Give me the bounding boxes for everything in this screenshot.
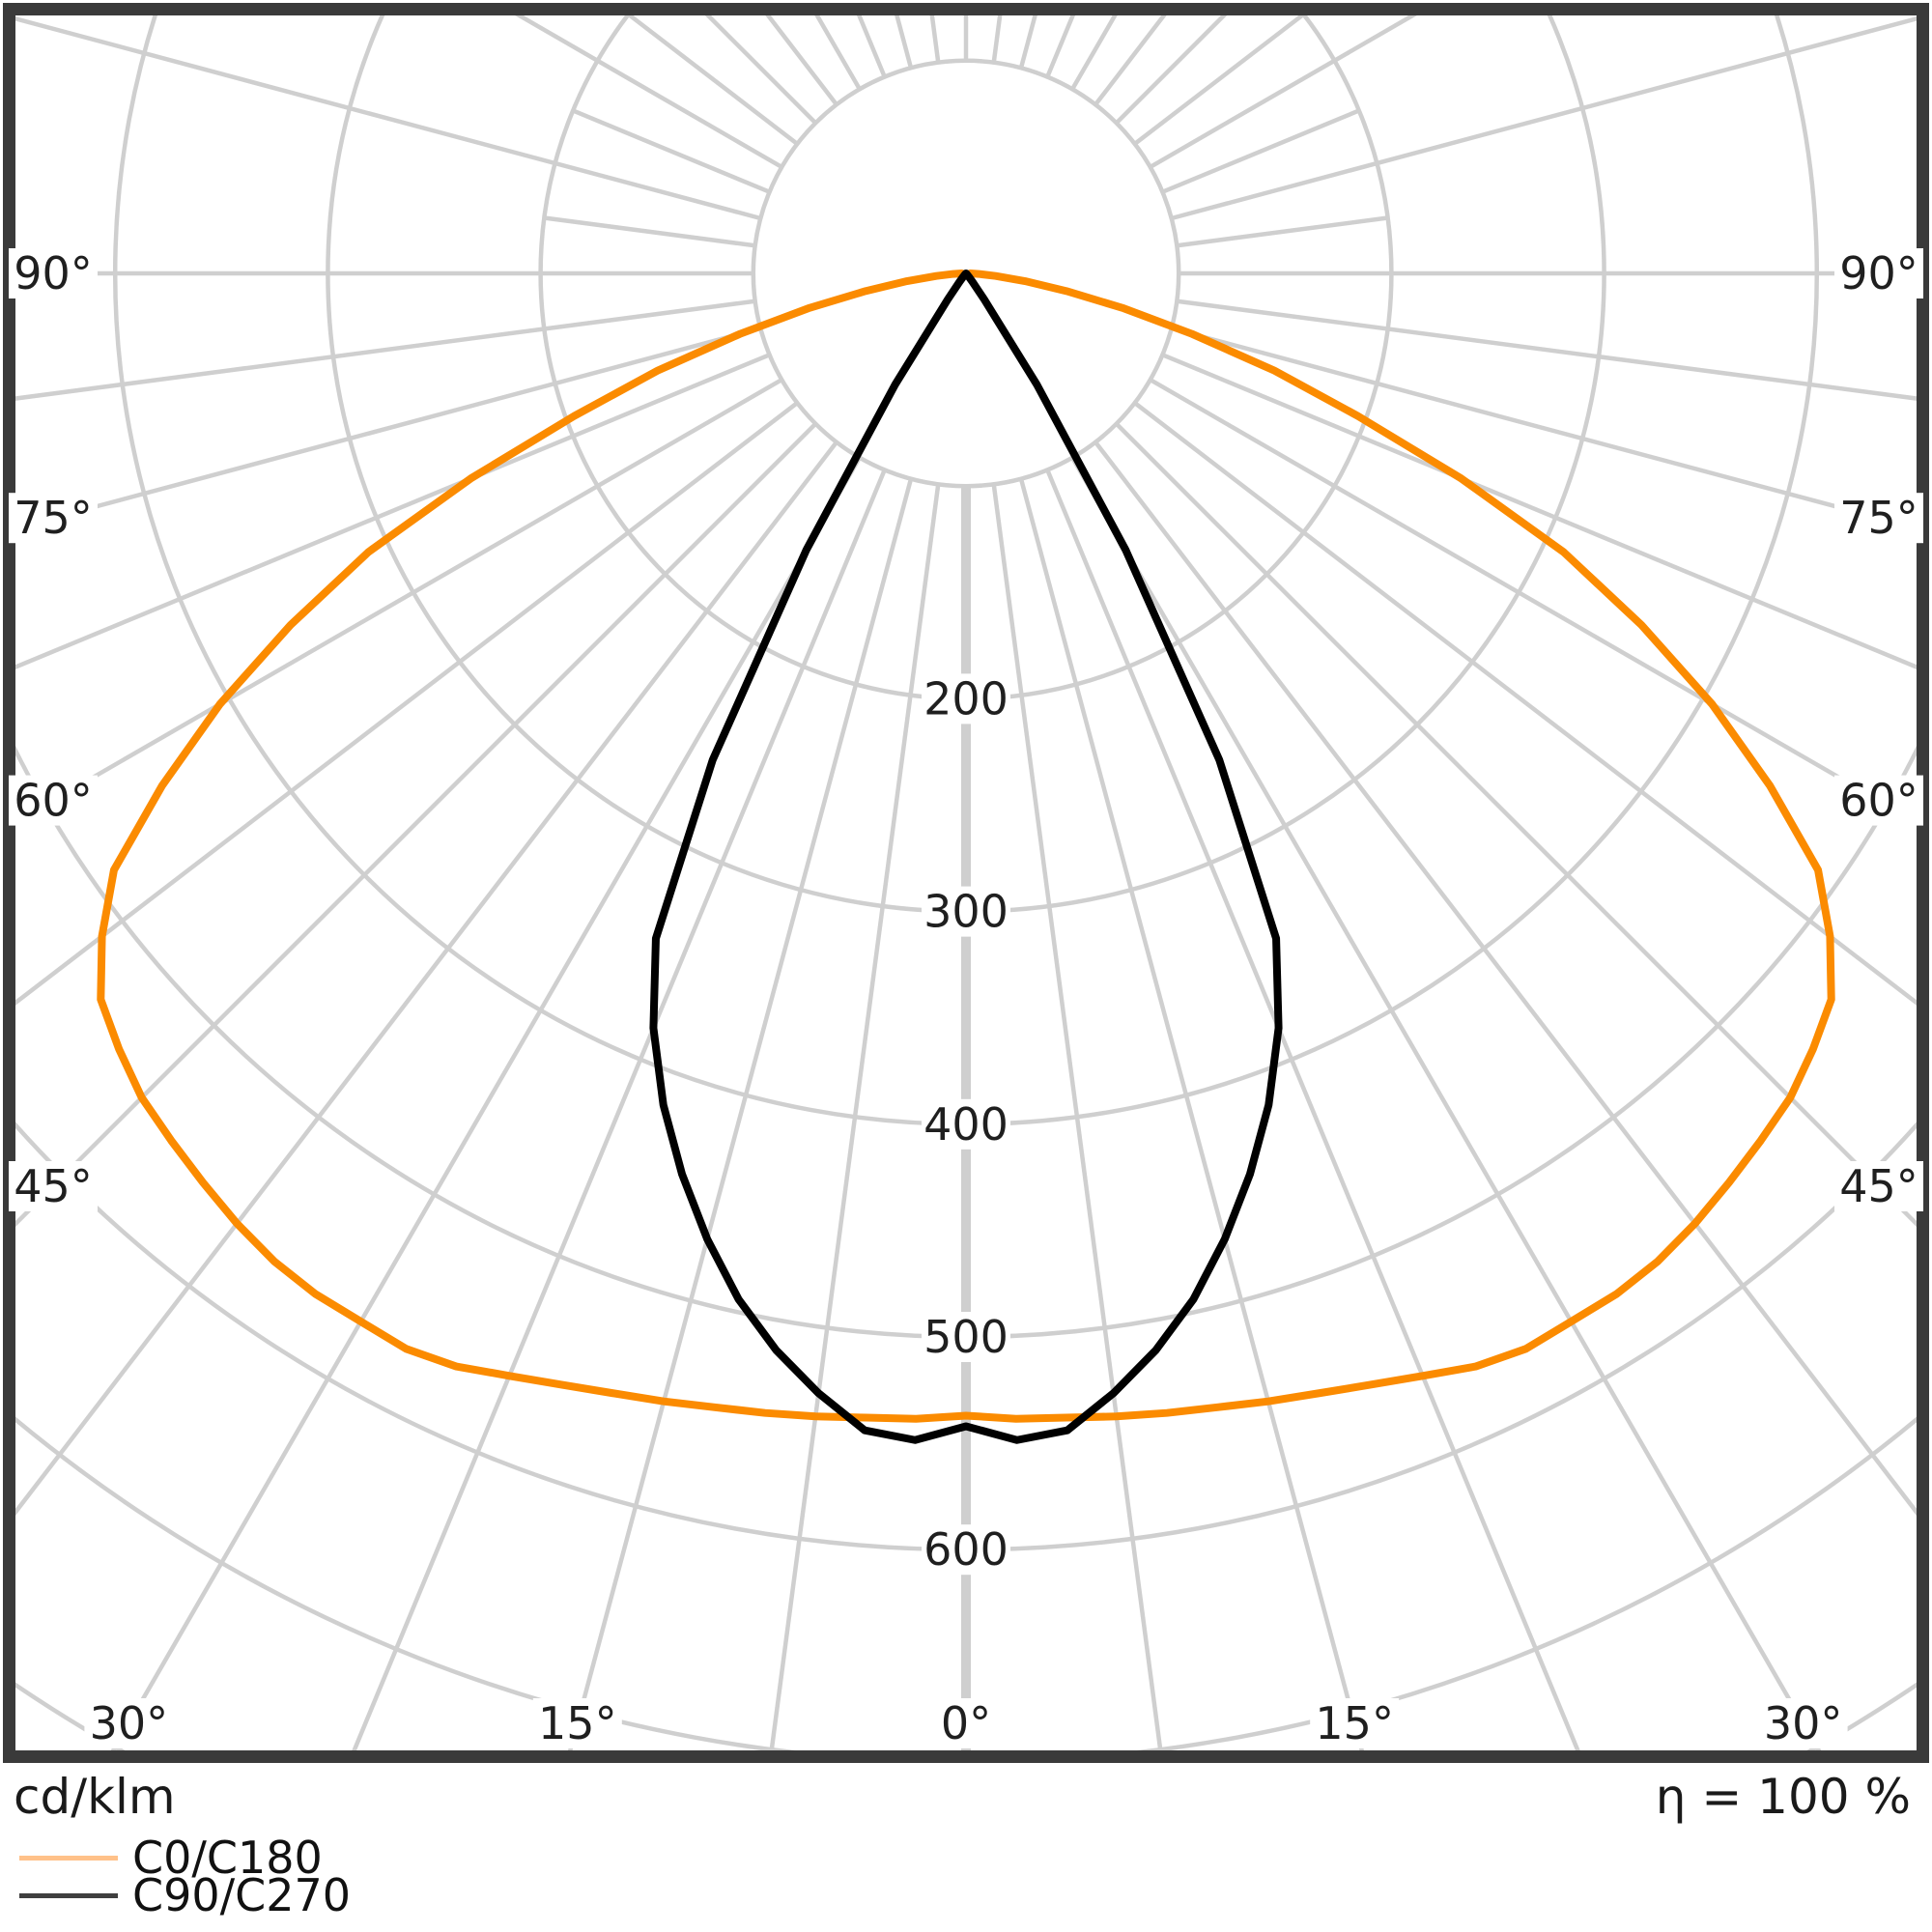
legend-item-c90-c270: C90/C270: [19, 1869, 351, 1921]
angle-tick-label-right-bg: [1834, 493, 1923, 544]
grid-ray: [1171, 326, 1917, 530]
grid-ray: [1177, 298, 1917, 401]
angle-tick-label-right-bg: [1834, 248, 1923, 298]
legend-label-c0: C0/C180: [132, 1832, 323, 1884]
radial-tick-label-bg: [922, 673, 1010, 724]
grid-ray: [929, 15, 941, 63]
grid-ray: [1133, 401, 1917, 1006]
intensity-curves: [97, 270, 1835, 1444]
radial-tick-label-bg: [922, 1098, 1010, 1150]
angle-tick-label-left-bg: [9, 775, 98, 826]
grid-ray: [1070, 456, 1822, 1750]
angle-tick-label-left-bg: [9, 1161, 98, 1211]
grid-ray: [627, 15, 799, 146]
grid-ray: [991, 15, 1003, 63]
grid-ray: [1045, 15, 1076, 78]
angle-tick-label-bottom: 30°: [90, 1697, 169, 1749]
grid-ray: [765, 15, 838, 106]
angle-tick-label-bottom: 30°: [1764, 1697, 1843, 1749]
angle-tick-label-bottom: 15°: [538, 1697, 617, 1749]
grid-ray: [572, 108, 771, 194]
angle-tick-label-right-bg: [1834, 775, 1923, 826]
intensity-curve-c0-c180: [97, 270, 1835, 1423]
grid-ray: [1133, 15, 1305, 146]
grid-ray: [15, 422, 817, 1228]
grid-ray: [1094, 15, 1167, 106]
grid-ray: [515, 15, 783, 169]
angle-tick-label-right: 90°: [1839, 247, 1918, 299]
grid-ray: [352, 469, 887, 1750]
angle-tick-label-right: 45°: [1839, 1160, 1918, 1212]
grid-ray: [1094, 440, 1917, 1517]
legend-label-c90: C90/C270: [132, 1869, 352, 1921]
angle-tick-label-bottom-bg: [1310, 1698, 1400, 1748]
angle-tick-label-bottom: 15°: [1315, 1697, 1394, 1749]
grid-ray: [544, 215, 755, 248]
angle-tick-label-bottom-bg: [934, 1698, 998, 1748]
angle-tick-label-bottom-bg: [84, 1698, 174, 1748]
angle-tick-label-left-bg: [9, 248, 98, 298]
radial-tick-label: 300: [923, 886, 1009, 938]
grid-ray: [1149, 15, 1417, 169]
angle-tick-label-left: 45°: [14, 1160, 93, 1212]
legend-line-swatch-c90: [19, 1892, 118, 1898]
radial-tick-label: 200: [923, 672, 1009, 724]
radial-tick-label: 400: [923, 1098, 1009, 1151]
grid-ray: [15, 326, 761, 530]
angle-tick-label-right: 75°: [1839, 492, 1918, 544]
grid-ray: [1177, 215, 1388, 248]
grid-ray: [769, 484, 941, 1750]
grid-ray: [567, 478, 914, 1750]
radial-tick-label: 600: [923, 1523, 1009, 1576]
angle-tick-label-bottom-bg: [532, 1698, 622, 1748]
legend-item-c0-c180: C0/C180: [19, 1832, 323, 1884]
angle-tick-label-bottom: 0°: [941, 1697, 991, 1749]
angle-tick-label-right: 60°: [1839, 775, 1918, 827]
angle-tick-label-left: 90°: [14, 247, 93, 299]
grid-ray: [856, 15, 887, 78]
grid-ray: [1018, 478, 1365, 1750]
intensity-curve-c90-c270: [649, 270, 1283, 1444]
grid-ray: [1161, 108, 1360, 194]
grid-ray: [1171, 16, 1917, 221]
legend-line-swatch-c0: [19, 1855, 118, 1861]
tick-labels: 200 300 400 500 600 90° 90° 75° 75° 60° 60° 45° 45° 3…: [9, 247, 1923, 1749]
radial-tick-label: 500: [923, 1311, 1009, 1363]
angle-tick-label-left: 60°: [14, 775, 93, 827]
angle-tick-label-bottom-bg: [1758, 1698, 1848, 1748]
grid-ray: [15, 401, 799, 1006]
angle-tick-label-right-bg: [1834, 1161, 1923, 1211]
unit-label: cd/klm: [14, 1769, 176, 1825]
efficiency-label: η = 100 %: [1655, 1769, 1911, 1825]
grid-ray: [15, 440, 838, 1517]
grid-ray: [1149, 378, 1917, 825]
angle-tick-label-left: 75°: [14, 492, 93, 544]
grid-ray: [1045, 469, 1580, 1750]
radial-tick-label-bg: [922, 1524, 1010, 1576]
grid-ray: [1161, 353, 1917, 670]
grid-ray: [15, 298, 755, 401]
plot-frame: [3, 3, 1929, 1763]
grid-ray: [1115, 422, 1917, 1228]
grid-ray: [15, 378, 783, 825]
radial-tick-label-bg: [922, 1312, 1010, 1362]
angle-tick-label-left-bg: [9, 493, 98, 544]
grid-ray: [15, 16, 761, 221]
grid-ray: [15, 353, 771, 670]
grid-ray: [110, 456, 862, 1750]
radial-tick-label-bg: [922, 886, 1010, 937]
grid-ray: [991, 484, 1163, 1750]
